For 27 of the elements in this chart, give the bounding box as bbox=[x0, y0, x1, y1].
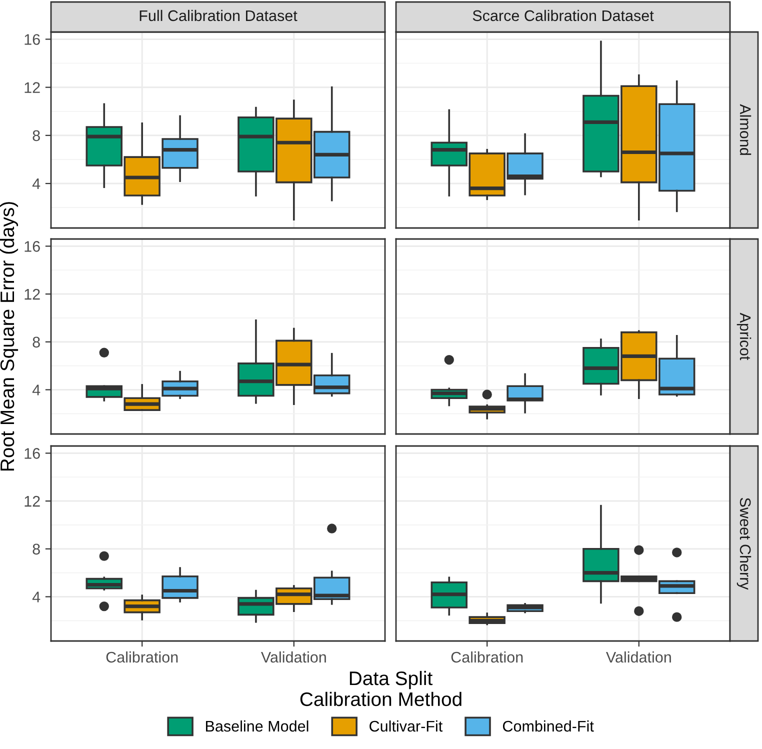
legend-label: Cultivar-Fit bbox=[370, 720, 443, 732]
x-axis-title: Data Split bbox=[350, 670, 433, 690]
y-tick-label: 4 bbox=[32, 178, 40, 190]
y-tick-label: 16 bbox=[24, 34, 40, 45]
y2-axis-title: Almond bbox=[740, 104, 752, 155]
y-tick-label: 12 bbox=[24, 288, 40, 300]
y-tick-label: 4 bbox=[32, 592, 40, 602]
y-tick-label: 8 bbox=[32, 130, 40, 142]
legend-label: Combined-Fit bbox=[502, 720, 594, 732]
y2-axis-title: Apricot bbox=[736, 312, 752, 360]
y-tick-label: 4 bbox=[32, 384, 40, 396]
y-axis-title: Root Mean Square Error (days) bbox=[0, 202, 18, 471]
legend-title: Calibration Method bbox=[300, 692, 462, 706]
x-tick-label: Calibration bbox=[451, 651, 523, 663]
y-tick-label: 12 bbox=[24, 496, 40, 507]
x-tick-label: Validation bbox=[606, 651, 671, 663]
chart-title: Scarce Calibration Dataset bbox=[472, 10, 654, 22]
y-tick-label: 16 bbox=[24, 448, 40, 459]
chart-title: Full Calibration Dataset bbox=[140, 10, 298, 22]
y2-axis-title: Sweet Cherry bbox=[736, 498, 752, 590]
y-tick-label: 16 bbox=[24, 241, 40, 252]
x-tick-label: Calibration bbox=[106, 651, 178, 663]
x-tick-label: Validation bbox=[260, 651, 326, 663]
y-tick-label: 12 bbox=[24, 82, 40, 93]
y-tick-label: 8 bbox=[32, 336, 40, 348]
y-tick-label: 8 bbox=[32, 544, 40, 555]
legend-label: Baseline Model bbox=[206, 720, 308, 732]
